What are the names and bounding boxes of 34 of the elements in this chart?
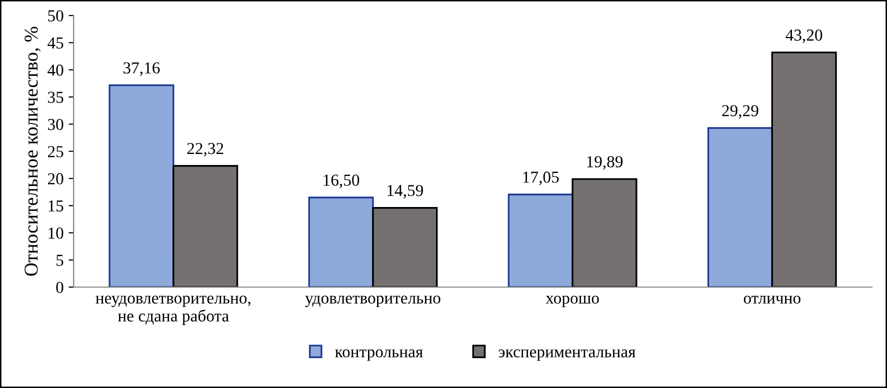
y-tick-label: 40	[48, 64, 64, 76]
y-tick-label: 5	[56, 254, 64, 266]
x-tick-label: отлично	[744, 296, 800, 304]
bar	[308, 196, 374, 288]
data-label: 29,29	[722, 105, 758, 119]
bar	[508, 194, 574, 288]
data-label: 14,59	[388, 184, 423, 199]
x-tick-label: удовлетворительно	[305, 296, 440, 308]
legend-label: экспериментальная	[498, 349, 636, 361]
data-label: 22,32	[187, 142, 224, 157]
y-tick-label: 35	[48, 92, 64, 103]
x-tick-label: неудовлетворительно, не сдана работа	[96, 296, 250, 325]
bar	[572, 178, 638, 288]
x-tick-label: хорошо	[546, 296, 599, 308]
legend-label: контрольная	[335, 349, 423, 361]
bar	[108, 84, 174, 288]
bar	[771, 52, 837, 288]
data-label: 37,16	[124, 62, 160, 76]
y-axis-title: Относительное количество, %	[24, 26, 41, 276]
data-label: 17,05	[523, 172, 559, 186]
y-tick-label: 30	[48, 118, 64, 130]
y-tick-label: 45	[48, 37, 64, 49]
y-tick-label: 15	[48, 200, 64, 212]
data-label: 19,89	[587, 156, 623, 170]
data-label: 43,20	[786, 29, 822, 44]
y-tick-label: 0	[56, 282, 64, 294]
y-tick-label: 20	[48, 173, 64, 184]
data-label: 16,50	[324, 174, 360, 188]
y-tick-label: 25	[48, 146, 64, 158]
bar	[372, 207, 438, 288]
y-tick-label: 10	[48, 228, 64, 239]
bar	[172, 165, 238, 288]
bar	[707, 127, 773, 288]
y-tick-label: 50	[48, 10, 64, 22]
